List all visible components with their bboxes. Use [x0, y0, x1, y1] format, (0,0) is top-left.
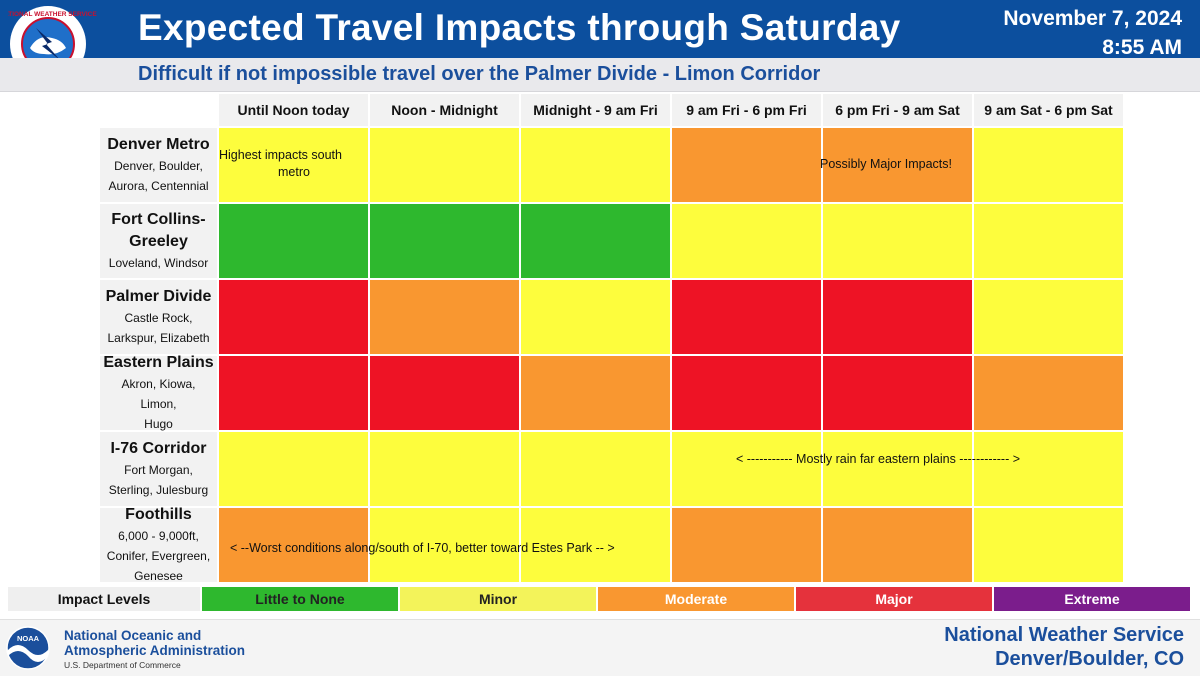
column-header: 6 pm Fri - 9 am Sat: [823, 94, 972, 126]
region-towns: Larkspur, Elizabeth: [107, 331, 210, 345]
region-towns: Akron, Kiowa, Limon,: [121, 377, 196, 411]
noaa-name-line1: National Oceanic and: [64, 628, 202, 643]
impact-cell: [823, 204, 972, 278]
noaa-department: U.S. Department of Commerce: [64, 660, 181, 670]
row-header: I-76 Corridor Fort Morgan, Sterling, Jules…: [100, 432, 217, 506]
region-towns: Castle Rock,: [124, 311, 193, 325]
legend-label: Impact Levels: [8, 587, 200, 611]
note-possibly-major: Possibly Major Impacts!: [820, 157, 952, 171]
impact-cell: [672, 204, 821, 278]
region-name: Foothills: [125, 506, 192, 523]
impact-cell: [823, 128, 972, 202]
time-text: 8:55 AM: [1102, 36, 1182, 59]
date-text: November 7, 2024: [1003, 7, 1182, 30]
impact-table: Until Noon today Noon - Midnight Midnight …: [100, 94, 1123, 583]
impact-cell: [219, 204, 368, 278]
legend-item: Moderate: [598, 587, 794, 611]
impact-cell: [370, 432, 519, 506]
impact-cell: [823, 432, 972, 506]
noaa-logo-icon: NOAA: [6, 626, 50, 670]
note-highest-impacts: Highest impacts south: [219, 148, 342, 162]
region-towns: Genesee: [134, 569, 183, 583]
impact-cell: [672, 128, 821, 202]
footer-bar: NOAA National Oceanic and Atmospheric Ad…: [0, 619, 1200, 676]
impact-cell: [974, 204, 1123, 278]
impact-cell: [974, 356, 1123, 430]
impact-cell: [370, 280, 519, 354]
svg-text:NATIONAL WEATHER SERVICE: NATIONAL WEATHER SERVICE: [8, 11, 97, 18]
impact-cell: [672, 508, 821, 582]
impact-cell: [974, 128, 1123, 202]
impact-cell: [974, 280, 1123, 354]
impact-legend: Impact Levels Little to None Minor Moderate…: [8, 587, 1190, 611]
subtitle-bar: Difficult if not impossible travel over …: [0, 58, 1200, 92]
impact-cell: [672, 280, 821, 354]
column-header: Noon - Midnight: [370, 94, 519, 126]
noaa-name-line2: Atmospheric Administration: [64, 643, 246, 658]
column-header: Midnight - 9 am Fri: [521, 94, 670, 126]
impact-cell: [219, 508, 368, 582]
nws-office-line1: National Weather Service: [944, 624, 1184, 646]
column-header: Until Noon today: [219, 94, 368, 126]
row-header: Foothills 6,000 - 9,000ft, Conifer, Evergr…: [100, 506, 217, 583]
legend-item: Minor: [400, 587, 596, 611]
impact-cell: [521, 432, 670, 506]
impact-cell: [672, 356, 821, 430]
header-bar: NATIONAL WEATHER SERVICE Expected Travel…: [0, 0, 1200, 82]
region-towns: Denver, Boulder,: [114, 159, 203, 173]
impact-cell: [521, 356, 670, 430]
impact-cell: [219, 280, 368, 354]
legend-item: Little to None: [202, 587, 398, 611]
row-header: Palmer Divide Castle Rock, Larkspur, Eliza…: [100, 280, 217, 354]
impact-cell: [219, 128, 368, 202]
nws-office-line2: Denver/Boulder, CO: [995, 648, 1184, 670]
impact-cell: [219, 432, 368, 506]
region-towns: Conifer, Evergreen,: [106, 549, 211, 563]
region-towns: Loveland, Windsor: [108, 256, 209, 270]
timestamp: November 7, 2024 8:55 AM: [1003, 4, 1182, 62]
table-corner: [100, 94, 217, 126]
impact-cell: [521, 128, 670, 202]
region-towns: Fort Morgan,: [124, 463, 193, 477]
impact-cell: [219, 356, 368, 430]
svg-text:NOAA: NOAA: [17, 634, 40, 643]
region-name: Fort Collins-: [111, 211, 206, 228]
impact-cell: [974, 508, 1123, 582]
impact-cell: [370, 204, 519, 278]
region-towns: 6,000 - 9,000ft,: [118, 529, 199, 543]
impact-cell: [974, 432, 1123, 506]
page-title: Expected Travel Impacts through Saturday: [138, 7, 901, 48]
impact-cell: [823, 280, 972, 354]
row-header: Denver Metro Denver, Boulder, Aurora, Cent…: [100, 128, 217, 202]
subtitle: Difficult if not impossible travel over …: [138, 63, 821, 85]
row-header: Fort Collins- Greeley Loveland, Windsor: [100, 204, 217, 278]
region-name: Eastern Plains: [103, 354, 214, 371]
region-name: Denver Metro: [107, 136, 210, 153]
note-mostly-rain: < ----------- Mostly rain far eastern pl…: [736, 452, 1021, 466]
note-worst-conditions: < --Worst conditions along/south of I-70…: [230, 541, 615, 555]
legend-item: Major: [796, 587, 992, 611]
impact-cell: [521, 508, 670, 582]
region-name: I-76 Corridor: [110, 440, 207, 457]
impact-cell: [521, 280, 670, 354]
impact-cell: [823, 508, 972, 582]
region-name-2: Greeley: [129, 233, 188, 250]
region-towns: Sterling, Julesburg: [108, 483, 209, 497]
impact-cell: [521, 204, 670, 278]
column-header: 9 am Sat - 6 pm Sat: [974, 94, 1123, 126]
column-header: 9 am Fri - 6 pm Fri: [672, 94, 821, 126]
impact-cell: [672, 432, 821, 506]
impact-cell: [370, 356, 519, 430]
legend-item: Extreme: [994, 587, 1190, 611]
region-towns: Hugo: [144, 417, 173, 431]
note-highest-impacts-2: metro: [278, 165, 310, 179]
region-towns: Aurora, Centennial: [108, 179, 209, 193]
impact-cell: [370, 508, 519, 582]
impact-cell: [370, 128, 519, 202]
region-name: Palmer Divide: [105, 288, 212, 305]
row-header: Eastern Plains Akron, Kiowa, Limon, Hugo: [100, 354, 217, 431]
impact-cell: [823, 356, 972, 430]
